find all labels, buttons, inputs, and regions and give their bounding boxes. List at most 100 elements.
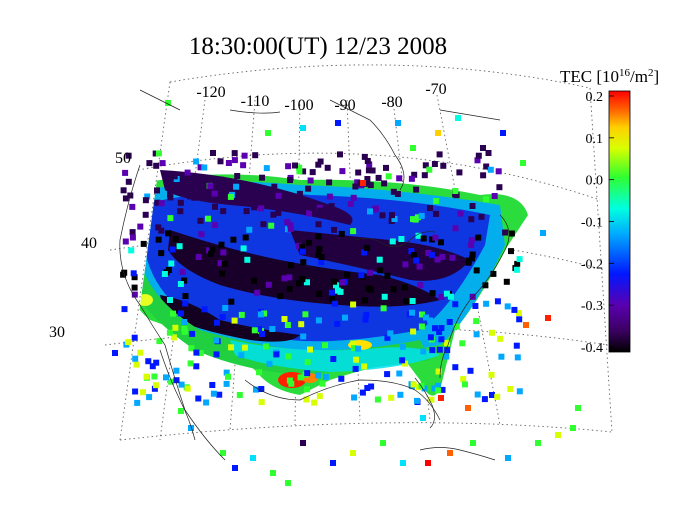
sample-point (156, 338, 163, 345)
sample-point (369, 167, 376, 174)
sample-point (452, 364, 459, 371)
sample-point (144, 193, 151, 200)
sample-point (209, 246, 216, 253)
sample-point (286, 377, 293, 384)
sample-point (421, 172, 428, 179)
sample-point (523, 322, 529, 328)
sample-point (284, 219, 291, 225)
sample-point (474, 157, 481, 164)
sample-point (443, 290, 450, 297)
longitude-label-120: -120 (196, 84, 225, 101)
sample-point (473, 318, 480, 325)
sample-point (431, 161, 438, 167)
sample-point (413, 257, 420, 264)
sample-point (122, 195, 129, 202)
sample-point (315, 251, 322, 258)
sample-point (459, 340, 466, 347)
sample-point (432, 325, 438, 332)
sample-point (132, 355, 139, 362)
sample-point (328, 289, 335, 296)
sample-point (504, 303, 511, 310)
sample-point (170, 310, 176, 317)
sample-point (481, 396, 488, 403)
sample-point (298, 321, 305, 328)
sample-point (316, 290, 323, 297)
longitude-label-110: -110 (241, 93, 270, 110)
sample-point (439, 253, 446, 260)
sample-point (149, 363, 156, 370)
sample-point (125, 339, 132, 346)
sample-point (411, 171, 418, 178)
sample-point (500, 130, 506, 136)
sample-point (323, 373, 330, 380)
sample-point (316, 393, 323, 400)
latitude-label-40: 40 (81, 235, 97, 252)
sample-point (153, 359, 160, 366)
sample-point (364, 385, 371, 391)
latitude-label-50: 50 (115, 150, 131, 167)
sample-point (191, 177, 198, 184)
sample-point (418, 323, 425, 330)
sample-point (337, 151, 343, 158)
sample-point (197, 164, 204, 171)
sample-point (363, 180, 370, 187)
sample-point (350, 450, 356, 456)
sample-point (447, 450, 453, 456)
sample-point (220, 450, 226, 456)
sample-point (238, 352, 245, 359)
sample-point (322, 342, 328, 349)
sample-point (361, 153, 368, 160)
sample-point (508, 248, 514, 255)
sample-point (300, 333, 307, 340)
map-frame-top (169, 64, 591, 89)
sample-point (154, 187, 160, 194)
sample-point (203, 399, 210, 406)
sample-point (268, 222, 275, 229)
sample-point (187, 193, 194, 200)
sample-point (337, 288, 344, 295)
sample-point (222, 305, 229, 311)
sample-point (438, 325, 445, 331)
colorbar-ticks: 0.2 0.1 0.0 -0.1 -0.2 -0.3 -0.4 (581, 90, 614, 356)
sample-point (516, 316, 523, 323)
colorbar-title: TEC [1016/m2] (560, 67, 659, 86)
sample-point (246, 226, 253, 233)
sample-point (191, 194, 198, 201)
sample-point (417, 282, 424, 289)
sample-point (260, 221, 267, 228)
sample-point (219, 314, 226, 320)
sample-point (265, 130, 271, 136)
sample-point (231, 317, 238, 324)
sample-point (300, 125, 306, 131)
sample-point (318, 259, 325, 266)
sample-point (447, 293, 454, 300)
sample-point (487, 166, 494, 173)
sample-point (201, 164, 208, 171)
sample-point (468, 237, 475, 244)
sample-point (505, 455, 511, 461)
sample-point (514, 260, 521, 267)
sample-point (167, 194, 174, 201)
sample-point (498, 353, 505, 360)
sample-point (212, 222, 219, 228)
sample-point (425, 250, 432, 256)
sample-point (324, 213, 331, 219)
sample-point (439, 386, 446, 393)
sample-point (473, 331, 480, 338)
sample-point (178, 381, 185, 388)
sample-point (155, 236, 162, 243)
sample-point (256, 326, 263, 333)
colorbar-tick-label: 0.1 (586, 132, 604, 147)
sample-point (330, 460, 336, 466)
sample-point (300, 168, 307, 175)
sample-point (177, 208, 184, 215)
sample-point (380, 305, 387, 312)
sample-point (328, 203, 335, 210)
sample-point (326, 179, 333, 186)
sample-point (296, 164, 303, 171)
sample-point (435, 387, 442, 394)
sample-point (452, 188, 459, 194)
sample-point (208, 250, 214, 257)
sample-point (416, 263, 423, 270)
sample-point (315, 221, 322, 228)
